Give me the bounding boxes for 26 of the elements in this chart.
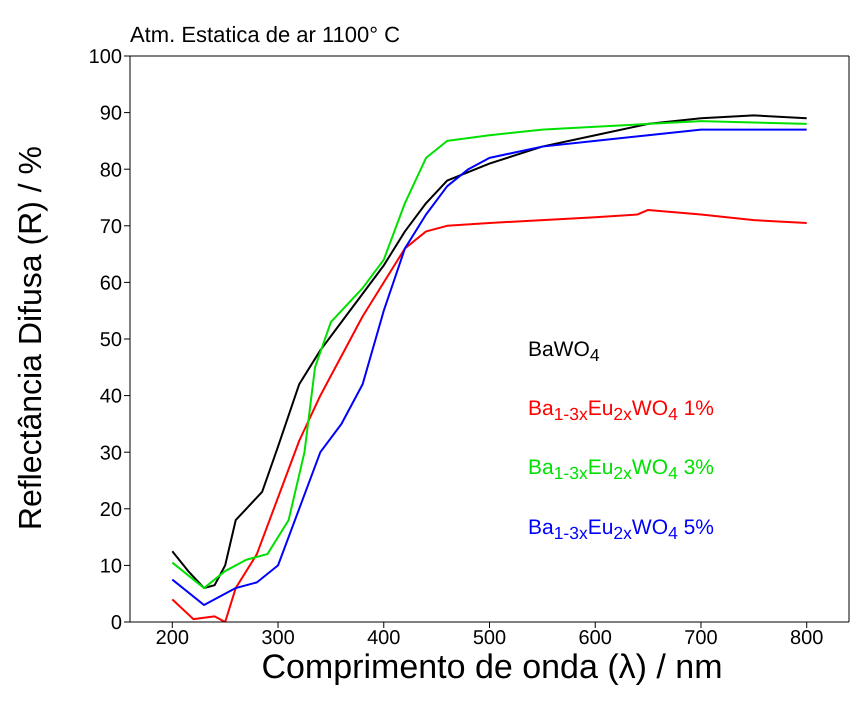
y-tick-label: 10	[100, 556, 122, 578]
x-tick-label: 200	[156, 627, 189, 650]
line-series	[171, 208, 808, 622]
y-tick-label: 60	[100, 272, 122, 294]
y-tick-label: 70	[100, 216, 122, 238]
y-tick-label: 20	[100, 498, 122, 521]
x-tick-label: 500	[472, 627, 506, 650]
chart-title: Atm. Estatica de ar 1100° C	[130, 22, 400, 48]
x-tick-label: 700	[684, 627, 718, 650]
y-tick-label: 40	[100, 386, 122, 408]
y-tick-label: 80	[100, 159, 122, 182]
text: BaWO$_{4}$	[528, 337, 601, 368]
x-tick-label: 600	[578, 627, 612, 650]
text: Ba$_{1-3x}$Eu$_{2x}$WO$_{4}$ 5%	[528, 514, 714, 545]
x-tick-label: 400	[367, 627, 400, 650]
text: Ba$_{1-3x}$Eu$_{2x}$WO$_{4}$ 1%	[528, 396, 714, 426]
y-tick-label: 0	[110, 612, 122, 634]
text: Ba$_{1-3x}$Eu$_{2x}$WO$_{4}$ 3%	[528, 455, 714, 486]
y-tick-label: 90	[100, 102, 122, 125]
x-tick-label: 800	[790, 627, 824, 650]
x-tick-label: 300	[261, 627, 295, 650]
y-tick-label: 100	[88, 46, 122, 68]
y-tick-label: 30	[100, 442, 122, 464]
y-tick-label: 50	[100, 329, 122, 352]
x-axis-title: Comprimento de onda (λ) / nm	[261, 648, 723, 686]
y-axis-title: Reflectância Difusa (R) / %	[12, 146, 48, 531]
